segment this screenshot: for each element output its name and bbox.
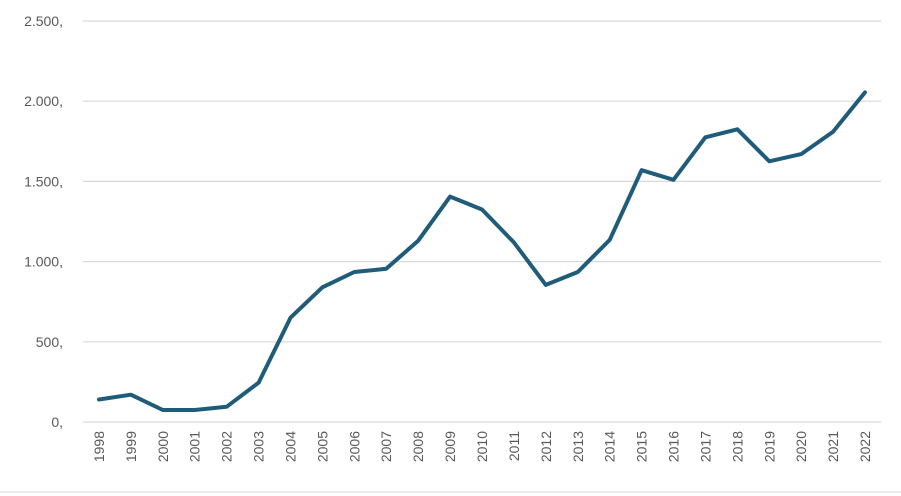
x-tick-label: 2018	[729, 431, 745, 462]
x-tick-label: 2017	[697, 431, 713, 462]
x-tick-label: 1999	[123, 431, 139, 462]
y-tick-label: 1.000,	[24, 254, 63, 270]
y-tick-label: 2.000,	[24, 93, 63, 109]
x-axis-tick-labels: 1998 1999 2000 2001 2002 2003 2004 2005 2006 2007…	[91, 431, 873, 462]
x-tick-label: 2004	[282, 431, 298, 462]
x-tick-label: 2010	[474, 431, 490, 462]
x-tick-label: 1998	[91, 431, 107, 462]
y-tick-label: 2.500,	[24, 13, 63, 29]
x-tick-label: 2012	[538, 431, 554, 462]
x-tick-label: 2011	[506, 431, 522, 461]
y-tick-label: 500,	[36, 334, 63, 350]
x-tick-label: 2021	[825, 431, 841, 462]
y-axis-tick-labels: 0, 500, 1.000, 1.500, 2.000, 2.500,	[24, 13, 63, 430]
y-tick-label: 1.500,	[24, 173, 63, 189]
x-tick-label: 2009	[442, 431, 458, 462]
x-tick-label: 2007	[378, 431, 394, 462]
x-tick-label: 2020	[793, 431, 809, 462]
x-tick-label: 2022	[857, 431, 873, 462]
x-tick-label: 2005	[314, 431, 330, 462]
x-tick-label: 2000	[155, 431, 171, 462]
x-tick-label: 2006	[346, 431, 362, 462]
x-tick-label: 2016	[666, 431, 682, 462]
x-tick-label: 2013	[570, 431, 586, 462]
x-tick-label: 2019	[761, 431, 777, 462]
x-tick-label: 2001	[187, 431, 203, 462]
x-tick-label: 2014	[602, 431, 618, 462]
y-tick-label: 0,	[51, 414, 63, 430]
series-line	[97, 90, 867, 412]
x-tick-label: 2003	[251, 431, 267, 462]
x-tick-label: 2015	[634, 431, 650, 462]
x-tick-label: 2002	[219, 431, 235, 462]
x-tick-label: 2008	[410, 431, 426, 462]
gridlines	[83, 20, 881, 423]
